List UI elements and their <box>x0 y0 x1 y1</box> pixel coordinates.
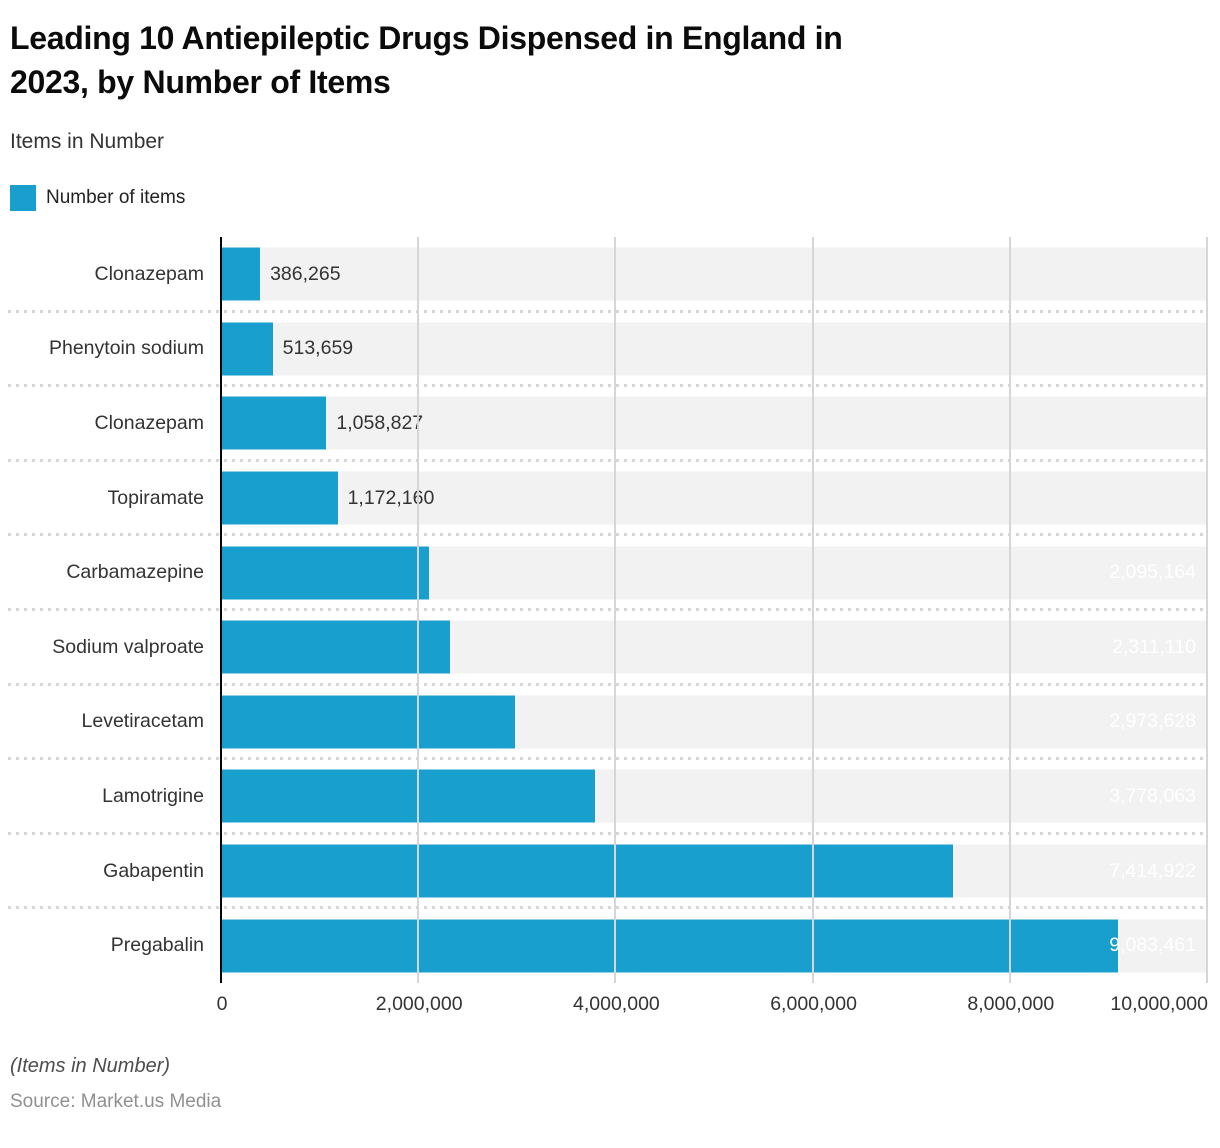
bar-value-label: 7,414,922 <box>1109 859 1196 882</box>
chart-row: Clonazepam 386,265 <box>0 237 1220 313</box>
category-label: Pregabalin <box>110 934 204 957</box>
bar-value-label: 513,659 <box>282 337 354 360</box>
chart-row: Phenytoin sodium 513,659 <box>0 312 1220 388</box>
bar-value-label: 9,083,461 <box>1109 934 1196 957</box>
category-label: Levetiracetam <box>81 710 204 733</box>
chart-row: Sodium valproate 2,311,110 <box>0 610 1220 686</box>
x-axis-tick-label: 4,000,000 <box>573 993 660 1015</box>
category-label: Clonazepam <box>94 411 204 434</box>
category-label: Clonazepam <box>94 262 204 285</box>
x-axis-tick-label: 6,000,000 <box>770 993 857 1015</box>
legend-label: Number of items <box>46 187 186 208</box>
bar-track: 1,058,827 <box>222 396 1208 450</box>
y-axis-line <box>220 237 222 983</box>
chart-row: Topiramate 1,172,160 <box>0 461 1220 537</box>
legend-swatch-icon <box>10 185 36 211</box>
bar-value-label: 3,778,063 <box>1109 784 1196 807</box>
bar-value-label: 2,095,164 <box>1109 561 1196 584</box>
chart-row: Clonazepam 1,058,827 <box>0 386 1220 462</box>
bar-track: 1,172,160 <box>222 471 1208 525</box>
row-separator <box>8 533 1208 537</box>
bar-track: 513,659 <box>222 322 1208 376</box>
footnote: (Items in Number) <box>10 1055 171 1077</box>
row-separator <box>8 458 1208 462</box>
row-separator <box>8 384 1208 388</box>
chart-row: Levetiracetam 2,973,628 <box>0 685 1220 761</box>
bar[interactable] <box>222 769 595 823</box>
chart-rows: Clonazepam 386,265 Phenytoin sodium 513,… <box>0 237 1220 983</box>
legend-item[interactable]: Number of items <box>10 185 185 211</box>
x-axis-tick-label: 0 <box>216 993 228 1015</box>
bar[interactable] <box>222 322 273 376</box>
row-separator <box>8 906 1208 910</box>
chart-title: Leading 10 Antiepileptic Drugs Dispensed… <box>10 20 843 100</box>
bar-chart: Clonazepam 386,265 Phenytoin sodium 513,… <box>0 237 1220 983</box>
chart-row: Gabapentin 7,414,922 <box>0 834 1220 910</box>
x-axis: 0 2,000,000 4,000,000 6,000,000 8,000,000 10,… <box>217 993 1208 1019</box>
bar-value-label: 2,311,110 <box>1112 635 1196 658</box>
row-separator <box>8 607 1208 611</box>
bar-track: 386,265 <box>222 247 1208 301</box>
bar-track: 9,083,461 <box>222 919 1208 973</box>
bar[interactable] <box>222 620 450 674</box>
category-label: Sodium valproate <box>52 635 204 658</box>
bar[interactable] <box>222 247 261 301</box>
row-separator <box>8 757 1208 761</box>
category-label: Topiramate <box>107 486 204 509</box>
bar-track: 3,778,063 <box>222 769 1208 823</box>
category-label: Lamotrigine <box>102 784 204 807</box>
bar[interactable] <box>222 919 1118 973</box>
bar[interactable] <box>222 471 338 525</box>
row-separator <box>8 309 1208 313</box>
chart-subtitle: Items in Number <box>10 130 165 153</box>
x-axis-tick-label: 8,000,000 <box>967 993 1055 1015</box>
bar-track: 2,095,164 <box>222 546 1208 600</box>
row-separator <box>8 831 1208 835</box>
chart-footer: (Items in Number) Source: Market.us Medi… <box>10 1055 1210 1113</box>
chart-row: Carbamazepine 2,095,164 <box>0 535 1220 611</box>
bar[interactable] <box>222 396 327 450</box>
bar-value-label: 386,265 <box>270 262 341 285</box>
chart-row: Lamotrigine 3,778,063 <box>0 759 1220 835</box>
x-axis-tick-label: 2,000,000 <box>375 993 463 1015</box>
category-label: Gabapentin <box>103 859 204 882</box>
bar-value-label: 2,973,628 <box>1109 710 1196 733</box>
category-label: Carbamazepine <box>66 561 204 584</box>
x-axis-tick-label: 10,000,000 <box>1110 993 1208 1015</box>
bar-track: 2,973,628 <box>222 695 1208 749</box>
bar[interactable] <box>222 546 429 600</box>
bar-value-label: 1,172,160 <box>347 486 435 509</box>
bar-value-label: 1,058,827 <box>336 411 424 434</box>
bar-track: 2,311,110 <box>222 620 1208 674</box>
bar-track: 7,414,922 <box>222 844 1208 898</box>
chart-page: Leading 10 Antiepileptic Drugs Dispensed… <box>0 16 1220 1148</box>
bar[interactable] <box>222 695 516 749</box>
source-text: Source: Market.us Media <box>10 1091 222 1112</box>
row-separator <box>8 682 1208 686</box>
category-label: Phenytoin sodium <box>48 337 204 360</box>
bar[interactable] <box>222 844 954 898</box>
chart-row: Pregabalin 9,083,461 <box>0 908 1220 983</box>
